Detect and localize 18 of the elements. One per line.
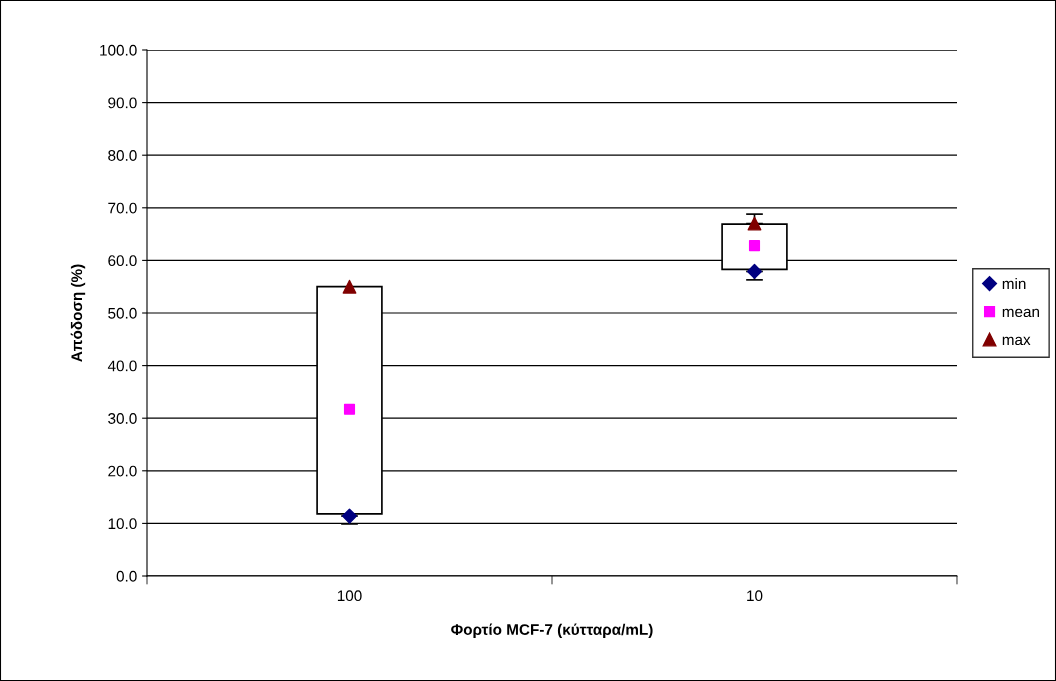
y-tick-label: 70.0 bbox=[108, 202, 137, 214]
y-tick-label: 50.0 bbox=[108, 307, 137, 319]
y-tick-label: 30.0 bbox=[108, 413, 137, 424]
x-tick-label: 100 bbox=[337, 590, 362, 602]
y-tick-label: 90.0 bbox=[108, 97, 137, 109]
x-tick-label: 10 bbox=[747, 590, 763, 602]
legend-label: mean bbox=[1002, 308, 1039, 318]
legend-label: min bbox=[1002, 277, 1026, 289]
y-tick-label: 80.0 bbox=[108, 150, 137, 161]
x-axis-title: Φορτίο MCF-7 (κύτταρα/mL) bbox=[451, 623, 653, 638]
y-tick-label: 100.0 bbox=[100, 44, 137, 56]
y-tick-label: 0.0 bbox=[116, 570, 137, 582]
y-tick-label: 60.0 bbox=[108, 255, 137, 267]
y-tick-label: 10.0 bbox=[108, 518, 137, 530]
legend-label: max bbox=[1002, 336, 1031, 346]
y-axis-title: Απόδοση (%) bbox=[70, 264, 86, 362]
y-tick-label: 20.0 bbox=[108, 465, 137, 477]
y-tick-label: 40.0 bbox=[107, 360, 137, 372]
